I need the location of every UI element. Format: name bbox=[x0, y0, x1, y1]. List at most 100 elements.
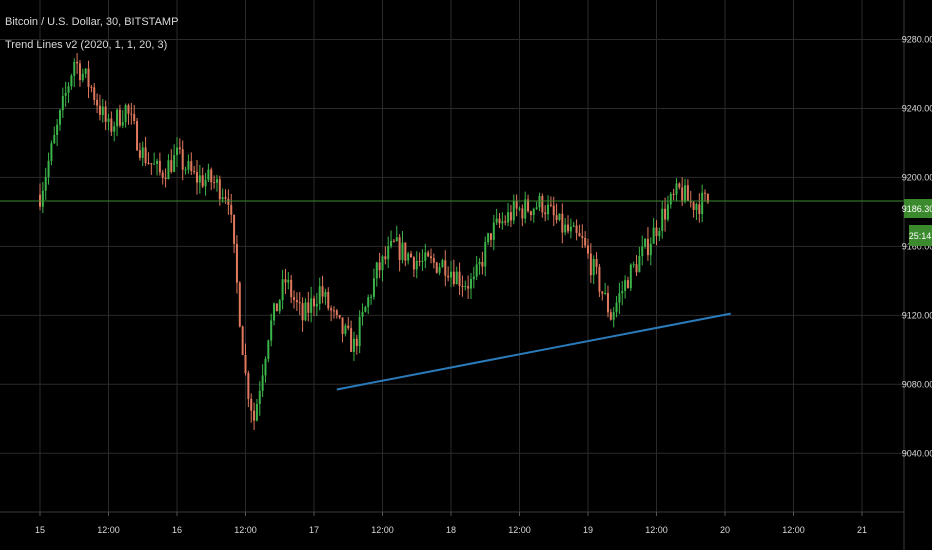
candle-body bbox=[575, 225, 578, 233]
candle-body bbox=[430, 256, 433, 259]
candle-body bbox=[261, 375, 264, 391]
candle-body bbox=[467, 286, 470, 289]
time-tick-label: 18 bbox=[446, 525, 456, 535]
candle-body bbox=[150, 163, 153, 165]
candle-body bbox=[398, 237, 401, 261]
candle-body bbox=[370, 296, 373, 298]
candle-body bbox=[275, 303, 278, 312]
time-tick-label: 15 bbox=[35, 525, 45, 535]
candle-body bbox=[564, 224, 567, 233]
candle-body bbox=[116, 109, 119, 127]
candle-body bbox=[632, 264, 635, 266]
candle-body bbox=[664, 208, 667, 220]
candle-body bbox=[113, 126, 116, 132]
time-tick-label: 21 bbox=[857, 525, 867, 535]
candle-body bbox=[210, 169, 213, 183]
candle-body bbox=[253, 410, 256, 421]
candle-body bbox=[318, 286, 321, 304]
candle-body bbox=[569, 226, 572, 232]
candle-body bbox=[461, 285, 464, 287]
candle-body bbox=[121, 122, 124, 126]
candle-body bbox=[541, 195, 544, 213]
candle-body bbox=[624, 280, 627, 291]
candle-body bbox=[258, 390, 261, 405]
time-tick-label: 12:00 bbox=[371, 525, 394, 535]
candle-body bbox=[176, 147, 178, 156]
candle-body bbox=[141, 147, 144, 158]
candle-body bbox=[381, 256, 384, 271]
indicator-legend[interactable]: Trend Lines v2 (2020, 1, 1, 20, 3) bbox=[5, 39, 168, 51]
candle-body bbox=[644, 238, 647, 247]
candle-body bbox=[127, 105, 130, 114]
countdown-label: 25:14 bbox=[909, 225, 932, 246]
price-axis[interactable]: 9280.00 9240.00 9200.00 9160.00 9120.00 9080.… bbox=[902, 34, 932, 458]
countdown-label-bg bbox=[909, 225, 932, 246]
candle-body bbox=[298, 302, 301, 304]
candle-body bbox=[361, 311, 364, 317]
candle-body bbox=[407, 253, 410, 261]
candle-body bbox=[241, 326, 244, 355]
time-axis[interactable]: 15 12:00 16 12:00 17 12:00 18 12:00 19 12:00 20 12:… bbox=[35, 512, 867, 535]
candle-body bbox=[547, 204, 550, 215]
candle-body bbox=[195, 171, 198, 183]
candle-body bbox=[532, 208, 535, 216]
candlestick-series[interactable] bbox=[39, 53, 709, 431]
time-tick-label: 19 bbox=[583, 525, 593, 535]
candle-body bbox=[158, 160, 161, 173]
candle-body bbox=[424, 252, 427, 261]
candle-body bbox=[484, 242, 487, 267]
candle-body bbox=[635, 264, 638, 273]
candle-body bbox=[458, 271, 461, 286]
candle-body bbox=[73, 61, 76, 76]
time-tick-label: 12:00 bbox=[782, 525, 805, 535]
candle-body bbox=[153, 163, 156, 165]
candle-body bbox=[167, 160, 170, 180]
candle-body bbox=[666, 204, 669, 220]
candle-body bbox=[47, 160, 50, 177]
trend-line[interactable] bbox=[336, 312, 731, 391]
time-tick-label: 12:00 bbox=[97, 525, 120, 535]
candle-body bbox=[278, 300, 281, 312]
time-tick-label: 12:00 bbox=[234, 525, 257, 535]
candle-body bbox=[469, 279, 472, 289]
candle-body bbox=[215, 179, 218, 183]
candle-body bbox=[184, 169, 187, 171]
candle-body bbox=[581, 236, 584, 238]
candle-body bbox=[50, 143, 53, 161]
candle-body bbox=[233, 214, 236, 244]
time-tick-label: 16 bbox=[172, 525, 182, 535]
candle-body bbox=[255, 404, 258, 421]
candle-body bbox=[487, 233, 490, 243]
candle-body bbox=[626, 280, 629, 289]
candle-body bbox=[395, 237, 398, 242]
candle-body bbox=[90, 86, 93, 88]
candle-body bbox=[418, 260, 421, 262]
candle-body bbox=[70, 75, 73, 87]
candle-body bbox=[604, 293, 607, 295]
candle-body bbox=[475, 264, 478, 277]
candle-body bbox=[310, 298, 313, 313]
candle-body bbox=[686, 185, 689, 201]
candle-body bbox=[367, 297, 370, 307]
candle-body bbox=[655, 227, 658, 237]
candle-body bbox=[401, 242, 404, 261]
candle-body bbox=[76, 61, 79, 64]
candle-body bbox=[93, 87, 96, 100]
candle-body bbox=[535, 207, 538, 209]
candle-body bbox=[190, 161, 193, 172]
candle-body bbox=[61, 95, 64, 111]
candle-body bbox=[518, 208, 521, 210]
candle-body bbox=[501, 221, 504, 224]
candle-body bbox=[404, 242, 407, 261]
candle-body bbox=[681, 187, 684, 202]
candle-body bbox=[41, 190, 44, 207]
candle-body bbox=[247, 373, 250, 399]
current-price-label-bg bbox=[904, 199, 932, 218]
price-tick-label: 9200.00 bbox=[902, 172, 932, 182]
candle-body bbox=[110, 118, 113, 132]
candle-body bbox=[170, 160, 173, 172]
candle-body bbox=[412, 257, 415, 270]
candle-body bbox=[164, 177, 167, 180]
candle-body bbox=[204, 179, 207, 187]
